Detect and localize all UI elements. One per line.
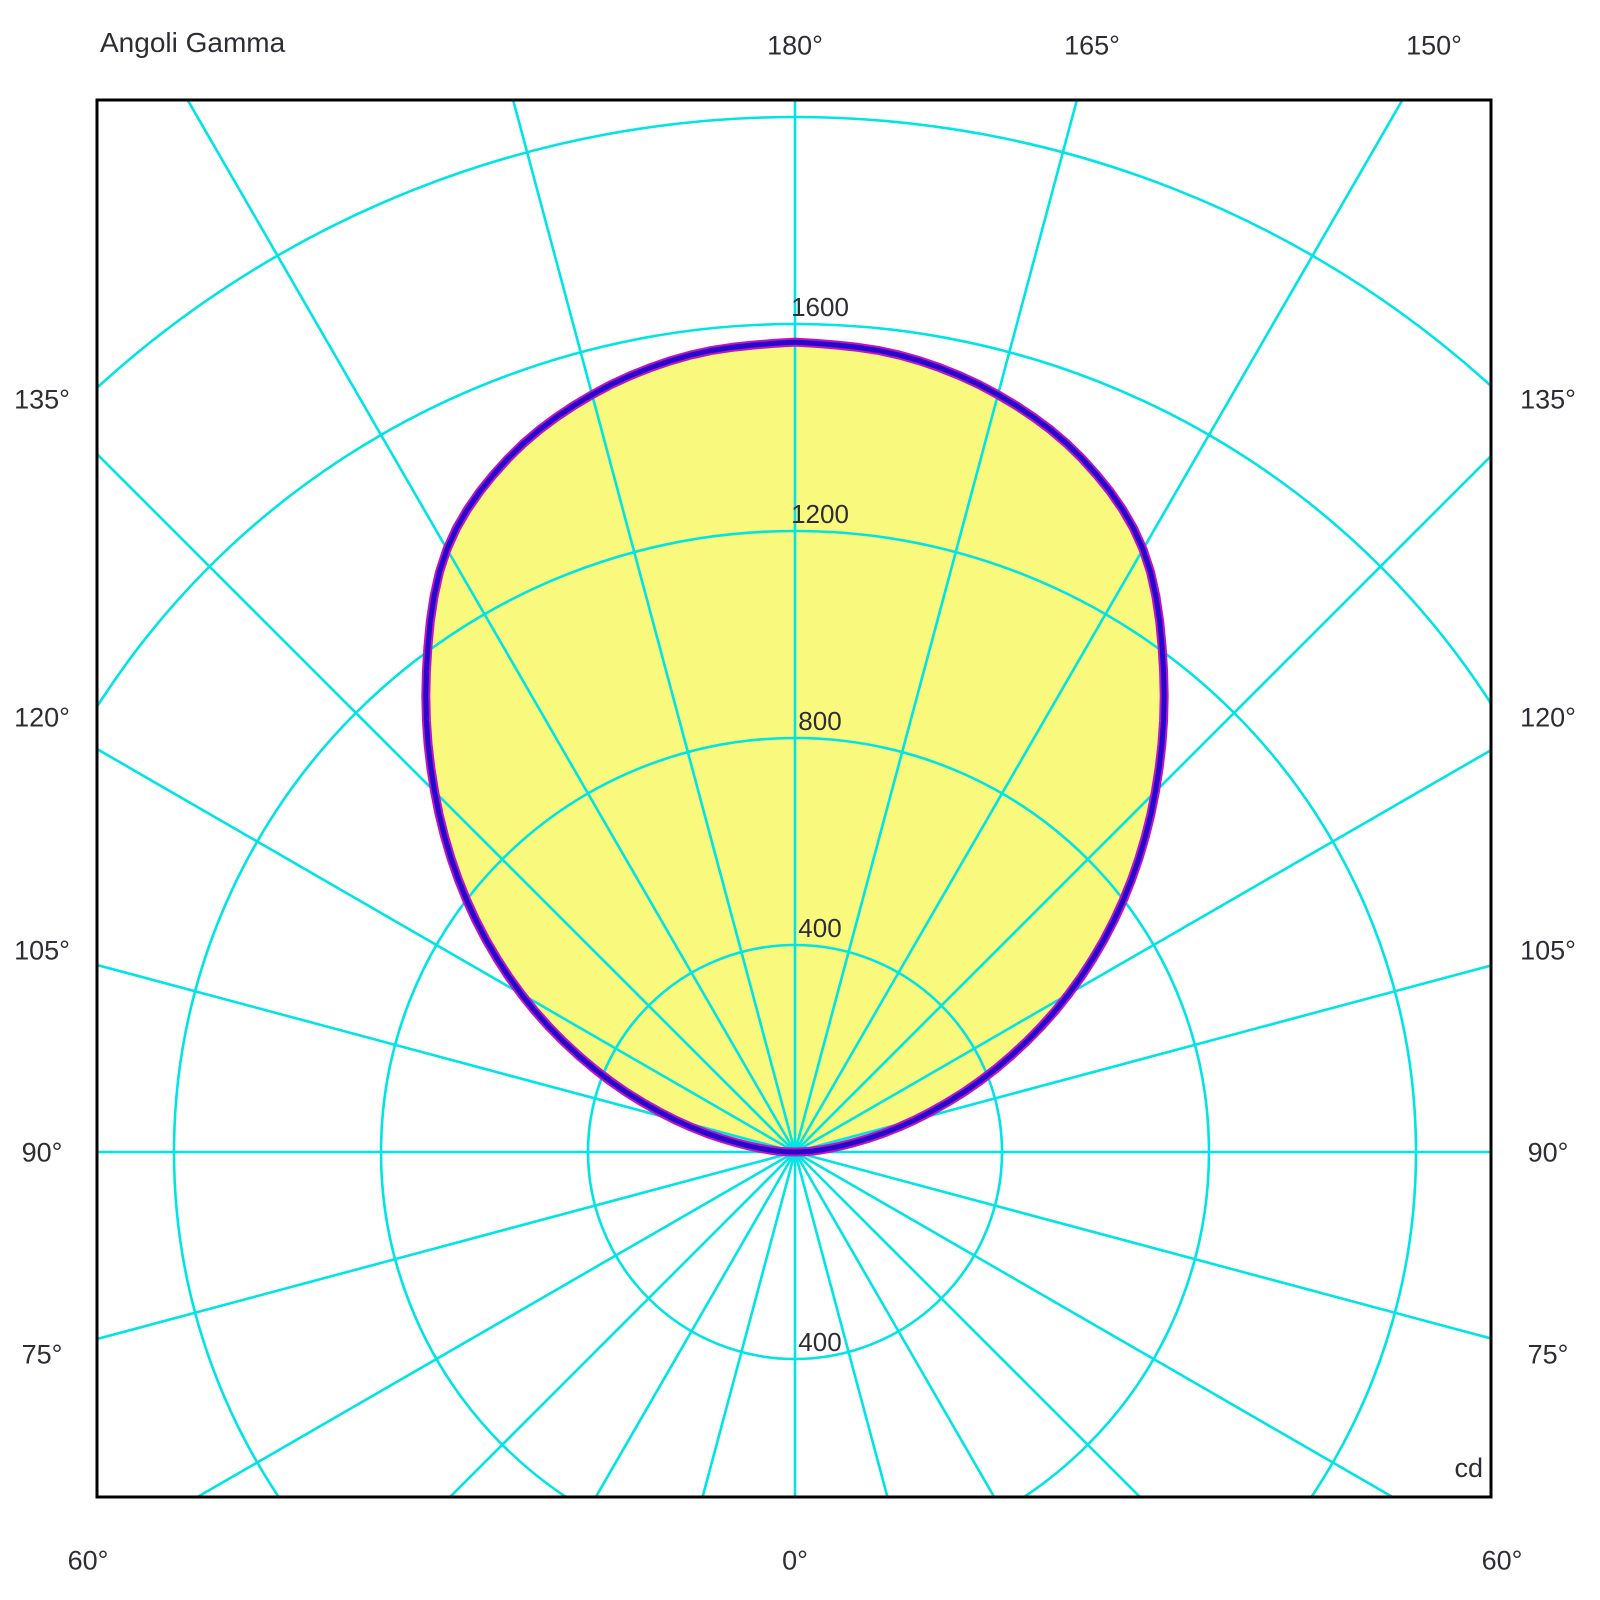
- label-layer: Angoli Gamma cd 180° 165° 150° 135° 135° 120°…: [14, 27, 1576, 1575]
- gamma-label-90-right: 90°: [1528, 1137, 1569, 1167]
- gamma-ray: [701, 1151, 797, 1497]
- gamma-label-60-left: 60°: [68, 1545, 109, 1575]
- unit-label: cd: [1454, 1453, 1483, 1483]
- gamma-ray: [186, 100, 797, 1153]
- gamma-ray: [449, 1151, 796, 1497]
- gamma-ray: [97, 747, 796, 1154]
- gamma-label-0: 0°: [782, 1545, 808, 1575]
- gamma-ray: [794, 1150, 1394, 1497]
- gamma-ray: [97, 453, 796, 1153]
- gamma-ray: [794, 749, 1491, 1154]
- gamma-ray: [511, 100, 797, 1153]
- gamma-ray: [594, 1151, 797, 1497]
- gamma-ray: [793, 1151, 996, 1497]
- intensity-scale-label-800-above: 800: [798, 706, 841, 736]
- gamma-label-90-left: 90°: [22, 1137, 63, 1167]
- gamma-label-150-right: 150°: [1406, 30, 1462, 60]
- gamma-ray: [794, 455, 1491, 1153]
- gamma-label-120-left: 120°: [14, 702, 70, 732]
- intensity-curve-c0-c180: [423, 339, 1167, 1155]
- gamma-ray: [793, 1151, 889, 1497]
- intensity-scale-label-400-below: 400: [798, 1327, 841, 1357]
- plot-border: [95, 98, 1493, 1499]
- gamma-ray: [794, 1151, 1141, 1497]
- gamma-ray: [793, 100, 1404, 1153]
- gamma-label-75-right: 75°: [1528, 1339, 1569, 1369]
- gamma-label-105-right: 105°: [1520, 935, 1576, 965]
- gamma-label-120-right: 120°: [1520, 702, 1576, 732]
- gamma-label-165-right: 165°: [1064, 30, 1120, 60]
- gamma-ray: [793, 100, 1079, 1153]
- intensity-scale-label-1600-above: 1600: [791, 292, 849, 322]
- gamma-label-135-left: 135°: [14, 384, 70, 414]
- gamma-label-180: 180°: [767, 30, 823, 60]
- intensity-scale-label-400-above: 400: [798, 913, 841, 943]
- intensity-curve-layer: [421, 337, 1169, 1157]
- gamma-ray: [97, 1150, 796, 1341]
- gamma-ray: [794, 1150, 1491, 1340]
- diagram-title: Angoli Gamma: [100, 27, 286, 58]
- gamma-label-75-left: 75°: [22, 1339, 63, 1369]
- intensity-scale-label-1200-above: 1200: [791, 499, 849, 529]
- gamma-label-60-right: 60°: [1482, 1545, 1523, 1575]
- gamma-label-105-left: 105°: [14, 935, 70, 965]
- gamma-label-135-right: 135°: [1520, 384, 1576, 414]
- gamma-ray: [196, 1150, 796, 1497]
